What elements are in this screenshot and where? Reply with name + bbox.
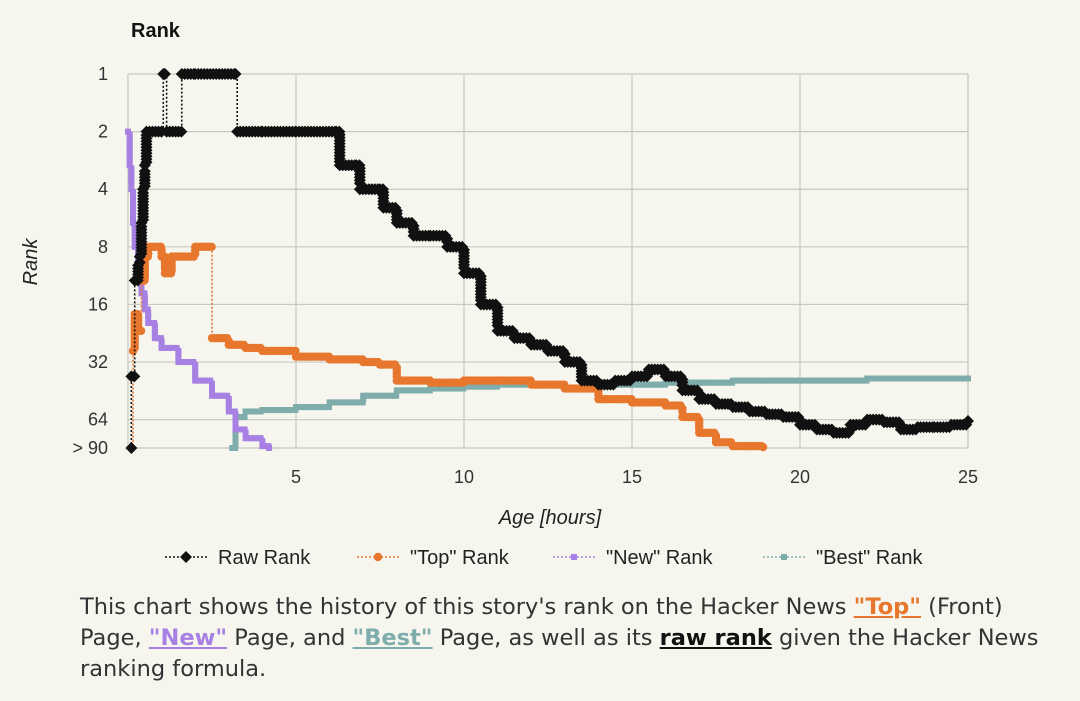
legend-label: "Best" Rank bbox=[816, 547, 923, 569]
x-tick-label: 15 bbox=[622, 467, 642, 487]
data-point bbox=[758, 442, 768, 452]
chart-caption: This chart shows the history of this sto… bbox=[80, 592, 1070, 685]
y-tick-label: 64 bbox=[88, 410, 108, 430]
data-point bbox=[962, 414, 974, 427]
data-point bbox=[128, 180, 135, 187]
legend-label: "New" Rank bbox=[606, 547, 713, 569]
y-tick-label: 4 bbox=[98, 179, 108, 199]
series-layer bbox=[125, 68, 974, 454]
data-point bbox=[192, 374, 199, 381]
x-axis-title: Age [hours] bbox=[498, 507, 602, 529]
data-point bbox=[136, 326, 146, 336]
rank-chart: Rank 1 2 4 8 16 32 64 > 90 5 10 15 20 25 Rank Age [… bbox=[20, 20, 978, 569]
data-point bbox=[229, 68, 242, 80]
x-tick-label: 5 bbox=[291, 467, 301, 487]
data-point bbox=[151, 331, 158, 338]
data-point bbox=[207, 242, 216, 252]
x-tick-label: 20 bbox=[790, 467, 810, 487]
legend-marker bbox=[571, 554, 577, 560]
data-point bbox=[125, 442, 138, 454]
legend-marker bbox=[180, 551, 192, 563]
data-point bbox=[209, 389, 215, 396]
data-point bbox=[393, 392, 400, 399]
new-page-link[interactable]: "New" bbox=[148, 625, 228, 651]
y-tick-label: 2 bbox=[98, 122, 108, 142]
data-point bbox=[259, 438, 266, 445]
data-point bbox=[131, 237, 138, 244]
y-tick-label: > 90 bbox=[72, 438, 108, 458]
y-tick-label: 1 bbox=[98, 64, 108, 84]
data-point bbox=[141, 302, 148, 309]
data-point bbox=[128, 370, 141, 383]
data-point bbox=[126, 158, 133, 165]
legend-marker bbox=[781, 554, 787, 560]
data-point bbox=[242, 429, 249, 436]
chart-title: Rank bbox=[131, 20, 181, 42]
data-point bbox=[965, 375, 971, 382]
legend-marker bbox=[373, 552, 383, 562]
legend-label: Raw Rank bbox=[218, 547, 311, 569]
data-point bbox=[175, 353, 182, 360]
legend-item: "New" Rank bbox=[553, 547, 713, 569]
data-point bbox=[326, 404, 332, 411]
caption-text-3: Page, and bbox=[227, 625, 353, 651]
legend-item: "Best" Rank bbox=[763, 547, 923, 569]
caption-text-1: This chart shows the history of this sto… bbox=[80, 594, 854, 620]
series-1 bbox=[127, 242, 768, 453]
data-point bbox=[158, 68, 171, 80]
legend-item: Raw Rank bbox=[165, 547, 311, 569]
top-page-link[interactable]: "Top" bbox=[853, 594, 922, 620]
x-tick-label: 25 bbox=[958, 467, 978, 487]
legend-item: "Top" Rank bbox=[357, 547, 510, 569]
data-point bbox=[145, 315, 152, 322]
data-point bbox=[130, 216, 137, 223]
data-point bbox=[232, 420, 239, 427]
data-point bbox=[138, 285, 145, 292]
x-axis-ticks: 5 10 15 20 25 bbox=[291, 467, 978, 487]
data-point bbox=[360, 396, 367, 403]
best-page-link[interactable]: "Best" bbox=[352, 625, 433, 651]
x-tick-label: 10 bbox=[454, 467, 474, 487]
y-axis-ticks: 1 2 4 8 16 32 64 > 90 bbox=[72, 64, 108, 458]
chart-legend: Raw Rank "Top" Rank "New" Rank "Best" Rank bbox=[165, 547, 923, 569]
caption-text-4: Page, as well as its bbox=[432, 625, 660, 651]
data-point bbox=[225, 404, 232, 411]
y-tick-label: 8 bbox=[98, 237, 108, 257]
legend-label: "Top" Rank bbox=[410, 547, 510, 569]
caption-text-2: (Front) Page, bbox=[80, 594, 1003, 651]
caption-text-5: given the Hacker News ranking formula. bbox=[80, 625, 1039, 682]
data-point bbox=[158, 341, 165, 348]
y-axis-title: Rank bbox=[20, 238, 42, 286]
data-point bbox=[266, 445, 273, 451]
y-tick-label: 32 bbox=[88, 352, 108, 372]
y-tick-label: 16 bbox=[88, 294, 108, 314]
data-point bbox=[241, 414, 248, 421]
raw-rank-link[interactable]: raw rank bbox=[659, 625, 772, 651]
series-0 bbox=[125, 68, 974, 454]
data-point bbox=[175, 125, 188, 138]
